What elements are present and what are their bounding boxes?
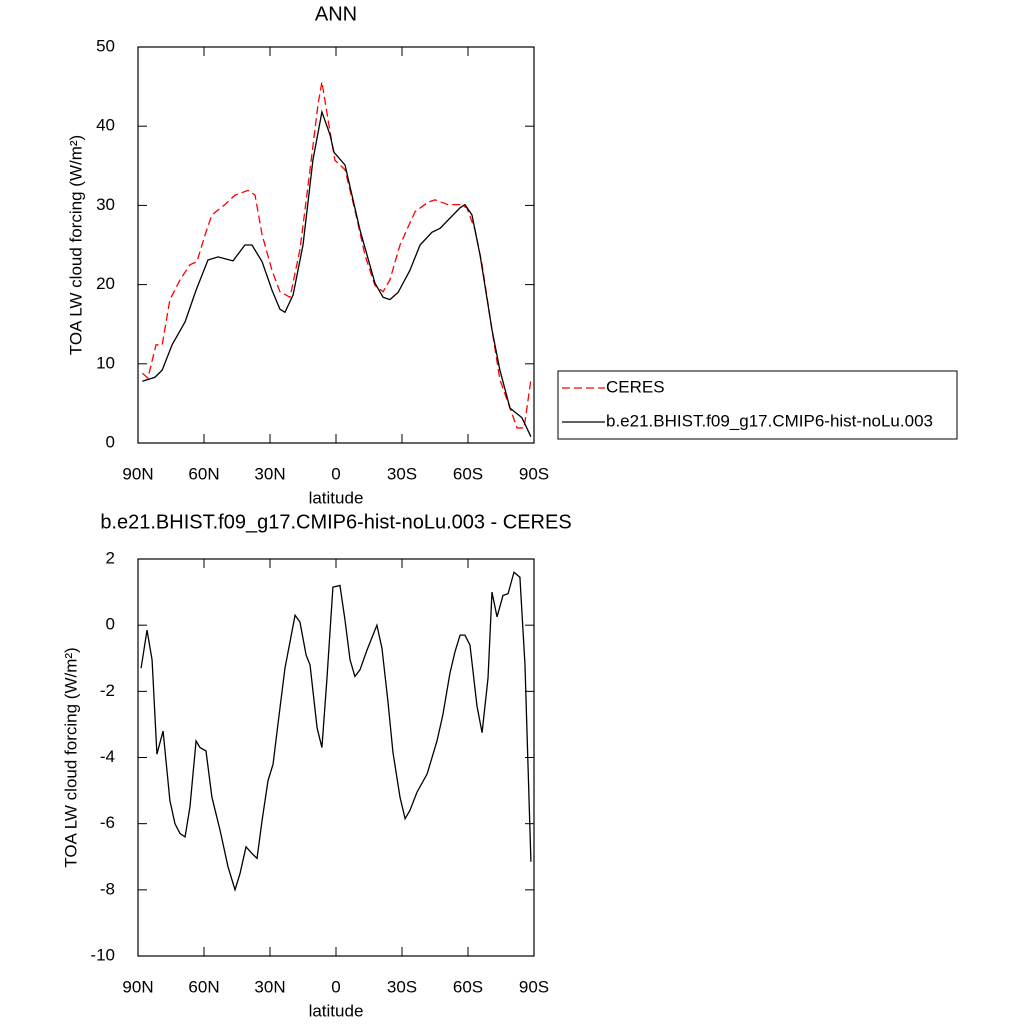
x-tick-label: 30S (387, 464, 417, 483)
plot-frame (137, 46, 535, 444)
x-tick-label: 0 (331, 977, 340, 996)
y-tick-label: 0 (106, 432, 115, 451)
y-tick-label: 0 (106, 615, 115, 634)
data-line (140, 571, 532, 893)
x-tick-label: 60S (453, 977, 483, 996)
chart-title: ANN (315, 3, 357, 25)
x-tick-label: 30N (254, 977, 285, 996)
x-tick-label: 0 (331, 464, 340, 483)
data-line (142, 109, 532, 437)
x-axis-label: latitude (309, 1001, 364, 1020)
y-tick-label: 50 (96, 36, 115, 55)
legend-label: b.e21.BHIST.f09_g17.CMIP6-hist-noLu.003 (606, 411, 933, 430)
y-axis-label: TOA LW cloud forcing (W/m²) (61, 647, 80, 867)
y-tick-label: -6 (100, 813, 115, 832)
y-tick-label: -8 (100, 879, 115, 898)
data-line (141, 81, 532, 429)
legend: CERES b.e21.BHIST.f09_g17.CMIP6-hist-noLu… (557, 370, 958, 440)
chart-title: b.e21.BHIST.f09_g17.CMIP6-hist-noLu.003 … (100, 511, 571, 533)
x-tick-label: 30S (387, 977, 417, 996)
y-tick-label: 40 (96, 116, 115, 135)
y-tick-label: 20 (96, 274, 115, 293)
x-tick-label: 90S (519, 977, 549, 996)
x-axis-label: latitude (309, 488, 364, 507)
y-tick-label: 10 (96, 353, 115, 372)
y-tick-label: 2 (106, 548, 115, 567)
x-tick-label: 30N (254, 464, 285, 483)
legend-label: CERES (606, 377, 665, 396)
y-tick-label: -4 (100, 747, 115, 766)
y-tick-label: -2 (100, 681, 115, 700)
y-tick-label: -10 (90, 945, 115, 964)
y-axis-label: TOA LW cloud forcing (W/m²) (66, 135, 85, 355)
plot-frame (137, 558, 535, 957)
x-tick-label: 60S (453, 464, 483, 483)
x-tick-label: 60N (188, 977, 219, 996)
x-tick-label: 90N (122, 977, 153, 996)
x-tick-label: 90S (519, 464, 549, 483)
y-tick-label: 30 (96, 195, 115, 214)
legend-box (557, 370, 958, 440)
x-tick-label: 60N (188, 464, 219, 483)
x-tick-label: 90N (122, 464, 153, 483)
